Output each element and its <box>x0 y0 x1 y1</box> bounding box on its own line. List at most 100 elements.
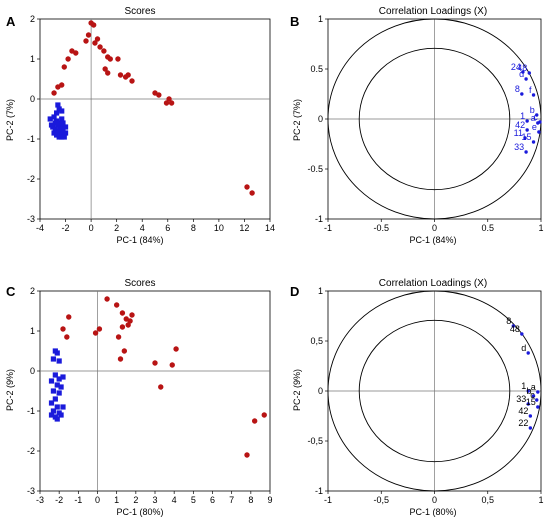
panel-a-circle-point <box>65 56 71 62</box>
panel-a-circle-point <box>244 184 250 190</box>
panel-c-xtick-label: 4 <box>172 495 177 505</box>
panel-c-square-point <box>54 404 60 410</box>
panel-c-ytick-label: -3 <box>27 486 35 496</box>
panel-c-circle-point <box>60 326 66 332</box>
panel-b-loading-label: a <box>531 113 536 123</box>
panel-d-correlation-circle <box>327 290 542 492</box>
panel-c-square-point <box>52 396 58 402</box>
panel-c-square-point <box>54 382 60 388</box>
panel-b-loading-point <box>521 70 525 74</box>
panel-c-xtick-label: 6 <box>210 495 215 505</box>
panel-d-loading-label: 42 <box>518 406 528 416</box>
panel-a: A Scores PC-1 (84%) PC-2 (7%) -4 -2 0 2 4 6 8 1… <box>5 6 275 245</box>
panel-a-plot-frame <box>39 18 271 220</box>
panel-a-square-point <box>60 120 66 126</box>
panel-b-loading-point <box>531 140 536 144</box>
panel-b-loading-point <box>538 120 542 124</box>
panel-a-square-point <box>51 114 57 120</box>
panel-b-xtick-label: 1 <box>538 223 543 233</box>
panel-a-xlabel: PC-1 (84%) <box>116 235 163 245</box>
panel-a-circle-point <box>85 32 92 38</box>
panel-c-circle-point <box>169 362 175 368</box>
panel-c-xtick-label: 8 <box>248 495 253 505</box>
panel-c-ytick-label: -1 <box>27 406 35 416</box>
panel-c-circle-point <box>244 452 250 458</box>
panel-b-loading-point <box>524 77 528 81</box>
panel-d-xlabel: PC-1 (80%) <box>409 507 456 517</box>
panel-d-loading-label: 8 <box>506 316 511 326</box>
panel-c-circle-point <box>127 318 133 324</box>
panel-c-ytick-label: 1 <box>30 326 35 336</box>
panel-c-square-point <box>48 378 55 384</box>
panel-c-square-point <box>50 356 57 362</box>
panel-a-circle-point <box>102 66 108 72</box>
panel-c-circle-point <box>121 348 128 354</box>
panel-a-xtick-label: 8 <box>191 223 196 233</box>
panel-a-square-point <box>59 116 65 122</box>
panel-c-xtick-label: -3 <box>36 495 44 505</box>
panel-a-circle-point <box>117 72 124 78</box>
panel-b-loading-point <box>523 136 527 140</box>
panel-a-xtick-label: 10 <box>214 223 224 233</box>
panel-b-xtick-label: 0.5 <box>481 223 494 233</box>
panel-c-xtick-label: 9 <box>267 495 272 505</box>
panel-c-xtick-label: 2 <box>133 495 138 505</box>
panel-b-loading-label: f <box>529 85 532 95</box>
panel-a-square-point <box>59 108 65 114</box>
panel-b-xlabel: PC-1 (84%) <box>409 235 456 245</box>
panel-a-circle-point <box>115 56 121 62</box>
panel-d-loading-label: 22 <box>518 418 528 428</box>
panel-c-circle-point <box>125 322 131 328</box>
panel-a-square-point <box>62 124 69 130</box>
panel-c-circle-point <box>119 324 126 330</box>
panel-c-square-point <box>56 376 62 382</box>
panel-a-circle-point <box>105 70 111 76</box>
panel-d-loading-label: a <box>531 382 536 392</box>
panel-c-circle-point <box>113 302 120 308</box>
panel-a-square-point <box>47 116 53 122</box>
panel-a-circle-point <box>92 40 98 46</box>
panel-b-ytick-label: 1 <box>318 14 323 24</box>
panel-letter-b: B <box>290 14 299 29</box>
panel-c-circle-point <box>173 346 179 352</box>
panel-b-loading-label: e <box>532 122 537 132</box>
panel-a-square-point <box>55 102 61 108</box>
panel-d-loading-point <box>536 405 540 409</box>
panel-c-circle-point <box>66 314 72 320</box>
panel-b-xtick-label: -1 <box>324 223 332 233</box>
panel-b-loading-label: 1 <box>520 111 525 121</box>
panel-a-circle-point <box>166 96 172 102</box>
panel-a-circle-point <box>73 50 79 56</box>
panel-b-xtick-label: 0 <box>432 223 437 233</box>
panel-c-circle-point <box>251 418 258 424</box>
panel-c-circle-point <box>104 296 110 302</box>
panel-a-circle-point <box>249 190 255 196</box>
panel-d-xtick-label: -0,5 <box>373 495 389 505</box>
panel-a-ytick-label: 0 <box>30 94 35 104</box>
panel-b-loading-label: 11 <box>514 128 523 138</box>
panel-c-square-point <box>48 412 55 418</box>
panel-a-circle-point <box>168 100 175 106</box>
panel-a-circle-point <box>101 48 107 54</box>
panel-a-title: Scores <box>124 6 155 17</box>
panel-a-circle-point <box>83 38 89 44</box>
panel-a-xtick-label: 0 <box>89 223 94 233</box>
panel-d-loading-label: 15 <box>526 397 536 407</box>
panel-letter-d: D <box>290 284 299 299</box>
panel-c-xtick-label: 1 <box>114 495 119 505</box>
panel-d-loading-point <box>511 324 516 328</box>
panel-d-ytick-label: 0,5 <box>310 336 323 346</box>
panel-a-circle-point <box>125 72 131 78</box>
panel-a-xtick-label: 2 <box>114 223 119 233</box>
panel-c-xlabel: PC-1 (80%) <box>116 507 163 517</box>
panel-d-ytick-label: 1 <box>318 286 323 296</box>
panel-c-square-point <box>50 408 57 414</box>
panel-d-xtick-label: 1 <box>538 495 543 505</box>
panel-a-circle-point <box>51 90 57 96</box>
panel-c-circle-point <box>96 326 103 332</box>
panel-b-loading-point <box>531 93 536 97</box>
panel-d-ytick-label: 0 <box>318 386 323 396</box>
panel-b-loading-label: 48 <box>517 63 527 73</box>
